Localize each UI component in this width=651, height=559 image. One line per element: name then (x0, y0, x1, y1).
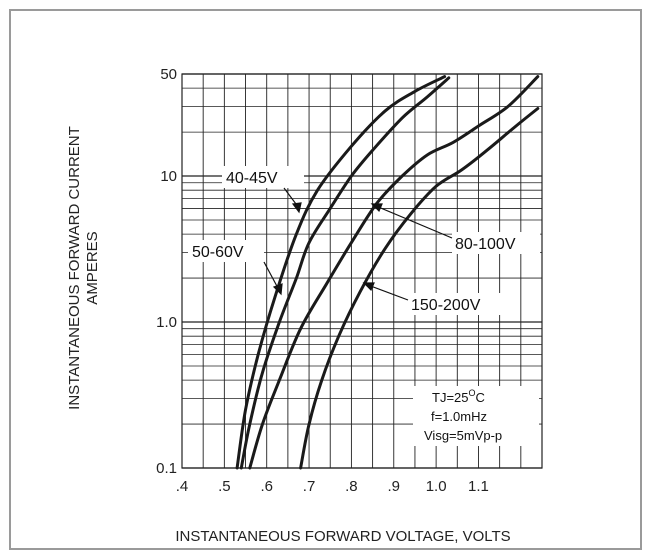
series-label-80-100v: 80-100V (452, 232, 540, 254)
series-curve-80-100v (248, 75, 540, 470)
series-curve-50-60v (239, 76, 451, 470)
x-tick-label: .5 (218, 478, 231, 495)
y-tick-label: 1.0 (156, 314, 177, 331)
test-conditions-box: TJ=25OC f=1.0mHz Visg=5mVp-p (413, 386, 539, 446)
x-tick-label: 1.0 (426, 478, 447, 495)
x-tick-label: .4 (176, 478, 189, 495)
leader-arrow-40-45v (283, 187, 302, 214)
series-label-150-200v: 150-200V (408, 293, 506, 315)
y-tick-label: 10 (160, 168, 177, 185)
x-axis-tick-labels: .4 .5 .6 .7 .8 .9 1.0 1.1 (176, 478, 489, 495)
condition-frequency: f=1.0mHz (431, 409, 487, 424)
series-label-150-200v-text: 150-200V (411, 297, 481, 314)
y-axis-title-line1: INSTANTANEOUS FORWARD CURRENT (66, 126, 83, 410)
x-axis-title: INSTANTANEOUS FORWARD VOLTAGE, VOLTS (175, 528, 510, 545)
x-tick-label: .7 (303, 478, 316, 495)
leader-arrow-50-60v (263, 261, 283, 296)
y-tick-label: 0.1 (156, 460, 177, 477)
outer-border (9, 9, 642, 550)
x-tick-label: 1.1 (468, 478, 489, 495)
series-label-50-60v: 50-60V (188, 240, 264, 262)
series-curve-40-45v (235, 75, 447, 470)
y-tick-label: 50 (160, 66, 177, 83)
condition-signal: Visg=5mVp-p (424, 428, 502, 443)
y-axis-title-line2: AMPERES (84, 231, 101, 304)
plot-area-border (181, 73, 543, 469)
series-label-40-45v: 40-45V (222, 166, 304, 188)
leader-arrow-150-200v (362, 282, 409, 301)
y-axis-tick-labels: 0.1 1.0 10 50 (156, 66, 177, 477)
series-layer (235, 75, 540, 470)
leader-arrow-80-100v (370, 203, 453, 239)
series-label-80-100v-text: 80-100V (455, 236, 516, 253)
x-tick-label: .6 (260, 478, 273, 495)
condition-temperature: TJ=25OC (432, 388, 485, 405)
series-label-40-45v-text: 40-45V (226, 170, 278, 187)
series-label-50-60v-text: 50-60V (192, 244, 244, 261)
x-tick-label: .9 (388, 478, 401, 495)
series-curve-150-200v (299, 107, 540, 470)
x-tick-label: .8 (345, 478, 358, 495)
